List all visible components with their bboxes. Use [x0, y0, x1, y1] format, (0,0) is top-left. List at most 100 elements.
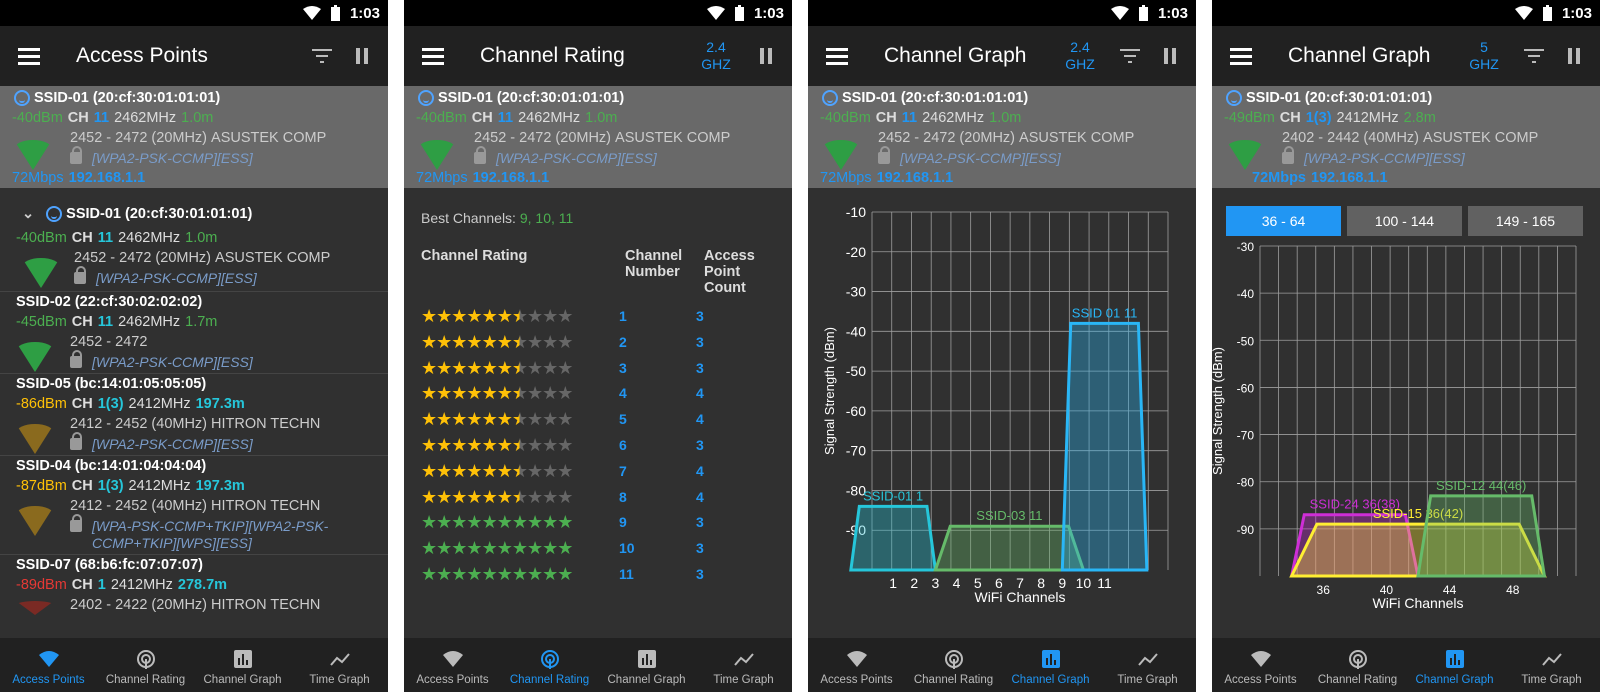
page-title: Channel Rating	[480, 44, 625, 67]
nav-channel-rating[interactable]: Channel Rating	[905, 638, 1002, 692]
nav-channel-graph[interactable]: Channel Graph	[1002, 638, 1099, 692]
ap-freq: 2462MHz	[118, 230, 181, 246]
ap-count: 4	[696, 462, 704, 479]
weak-signal-icon	[16, 601, 54, 615]
menu-icon[interactable]	[1230, 44, 1252, 69]
pause-icon[interactable]	[1150, 48, 1190, 64]
filter-icon[interactable]	[302, 49, 342, 63]
star-icon: ★	[451, 460, 467, 481]
tab-36-64[interactable]: 36 - 64	[1226, 206, 1341, 236]
nav-channel-rating[interactable]: Channel Rating	[97, 638, 194, 692]
star-icon: ★	[511, 512, 528, 533]
star-icon: ★	[557, 409, 573, 430]
ap-count: 3	[696, 308, 704, 324]
nav-channel-rating[interactable]: Channel Rating	[501, 638, 598, 692]
ap-channel: 11	[97, 314, 114, 330]
nav-label: Channel Graph	[1011, 674, 1090, 686]
ap-ip: 192.168.1.1	[472, 170, 550, 186]
tab-149-165[interactable]: 149 - 165	[1468, 206, 1583, 236]
nav-time-graph[interactable]: Time Graph	[1503, 638, 1600, 692]
series-trapezoid	[933, 524, 1086, 572]
star-icon: ★	[511, 409, 528, 430]
radar-icon	[944, 650, 964, 669]
star-icon: ★	[436, 538, 452, 559]
band-value: 2.4	[1070, 39, 1090, 55]
nav-label: Channel Rating	[1317, 674, 1398, 686]
menu-icon[interactable]	[18, 44, 40, 69]
y-tick-label: -10	[846, 204, 866, 220]
star-icon: ★	[557, 306, 573, 326]
ap-channel: 1(3)	[97, 396, 124, 412]
list-item[interactable]: SSID-02 (22:cf:30:02:02:02) -45dBm CH 11 24…	[0, 291, 388, 372]
ap-freq: 2412MHz	[128, 478, 191, 494]
star-icon: ★	[481, 563, 498, 584]
connected-ap-card[interactable]: SSID-01 (20:cf:30:01:01:01) -40dBm CH 11 24…	[0, 86, 388, 188]
star-icon: ★	[526, 512, 543, 533]
star-icon: ★	[421, 538, 437, 559]
connected-ap-card[interactable]: SSID-01 (20:cf:30:01:01:01) -49dBm CH 1(3)…	[1212, 86, 1600, 188]
connected-ap-card[interactable]: SSID-01 (20:cf:30:01:01:01) -40dBm CH 11 24…	[404, 86, 792, 188]
page-title: Access Points	[76, 44, 208, 67]
y-tick-label: -30	[846, 284, 866, 300]
band-toggle[interactable]: 2.4 GHZ	[1058, 39, 1102, 73]
star-icon: ★	[511, 434, 528, 455]
star-icon: ★	[466, 434, 482, 455]
star-icon: ★	[557, 563, 573, 584]
nav-time-graph[interactable]: Time Graph	[695, 638, 792, 692]
filter-icon[interactable]	[1110, 49, 1150, 63]
star-icon: ★	[451, 383, 467, 404]
app-bar: Channel Rating 2.4 GHZ	[404, 26, 792, 86]
chevron-down-icon[interactable]: ⌄	[22, 206, 35, 222]
tab-100-144[interactable]: 100 - 144	[1347, 206, 1462, 236]
ap-vendor: HITRON TECHN	[211, 416, 321, 432]
nav-access-points[interactable]: Access Points	[404, 638, 501, 692]
star-icon: ★	[526, 434, 543, 455]
bottom-nav: Access Points Channel Rating Channel Gra…	[404, 638, 792, 692]
list-item[interactable]: SSID-04 (bc:14:01:04:04:04) -87dBm CH 1(3)…	[0, 455, 388, 553]
ap-dbm: -40dBm	[416, 110, 467, 126]
channel-number: 1	[619, 308, 627, 324]
ap-security: [WPA2-PSK-CCMP][ESS]	[1304, 150, 1465, 166]
channel-number: 6	[619, 436, 627, 453]
ap-range: 2452 - 2472	[70, 334, 148, 350]
list-item[interactable]: SSID-07 (68:b6:fc:07:07:07) -89dBm CH 1 241…	[0, 554, 388, 615]
star-icon: ★	[557, 331, 573, 352]
ap-freq: 2412MHz	[110, 577, 173, 593]
y-tick-label: -60	[846, 403, 866, 419]
band-toggle[interactable]: 5 GHZ	[1462, 39, 1506, 73]
ap-channel: 11	[901, 110, 918, 126]
list-item[interactable]: ⌄ SSID-01 (20:cf:30:01:01:01) -40dBm CH 11 2…	[16, 206, 331, 288]
x-tick-label: 44	[1443, 583, 1457, 597]
connected-ap-card[interactable]: SSID-01 (20:cf:30:01:01:01) -40dBm CH 11 24…	[808, 86, 1196, 188]
nav-channel-graph[interactable]: Channel Graph	[194, 638, 291, 692]
nav-channel-rating[interactable]: Channel Rating	[1309, 638, 1406, 692]
nav-access-points[interactable]: Access Points	[0, 638, 97, 692]
pause-icon[interactable]	[1554, 48, 1594, 64]
star-icon: ★	[526, 357, 543, 378]
band-toggle[interactable]: 2.4 GHZ	[694, 39, 738, 73]
x-axis-label: WiFi Channels	[974, 589, 1065, 605]
nav-channel-graph[interactable]: Channel Graph	[1406, 638, 1503, 692]
star-icon: ★	[481, 460, 498, 481]
nav-access-points[interactable]: Access Points	[1212, 638, 1309, 692]
list-item[interactable]: SSID-05 (bc:14:01:05:05:05) -86dBm CH 1(3)…	[0, 373, 388, 454]
ap-range: 2452 - 2472 (20MHz)	[474, 130, 612, 146]
pause-icon[interactable]	[746, 48, 786, 64]
nav-time-graph[interactable]: Time Graph	[1099, 638, 1196, 692]
pause-icon[interactable]	[342, 48, 382, 64]
nav-time-graph[interactable]: Time Graph	[291, 638, 388, 692]
ap-vendor: ASUSTEK COMP	[215, 250, 331, 266]
menu-icon[interactable]	[826, 44, 848, 69]
connected-icon	[418, 90, 434, 106]
nav-access-points[interactable]: Access Points	[808, 638, 905, 692]
y-tick-label: -20	[846, 244, 866, 260]
star-icon: ★	[481, 538, 498, 559]
ap-ssid: SSID-02 (22:cf:30:02:02:02)	[16, 294, 203, 310]
filter-icon[interactable]	[1514, 49, 1554, 63]
menu-icon[interactable]	[422, 44, 444, 69]
wifi-icon	[442, 650, 463, 668]
star-icon: ★	[542, 331, 558, 352]
ap-range: 2452 - 2472 (20MHz)	[878, 130, 1016, 146]
nav-channel-graph[interactable]: Channel Graph	[598, 638, 695, 692]
star-rating: ★★★★★★★★★★	[421, 357, 573, 379]
